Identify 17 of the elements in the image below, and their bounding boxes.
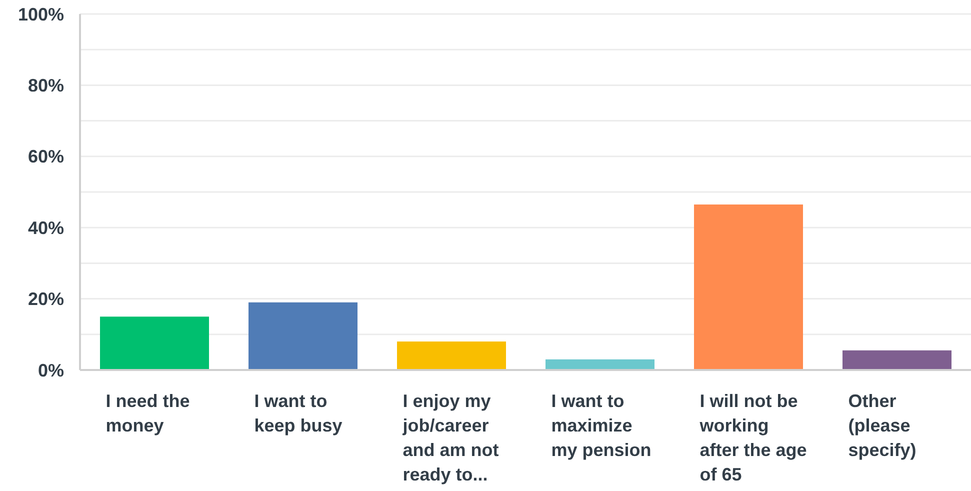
- bar: [397, 342, 506, 370]
- y-tick-label: 0%: [38, 360, 64, 380]
- y-tick-label: 100%: [18, 4, 64, 24]
- x-tick-label: Other (please specify): [848, 390, 916, 460]
- bar: [694, 204, 803, 370]
- x-tick-label: I enjoy my job/career and am not ready to...: [402, 390, 499, 484]
- bar: [842, 350, 952, 370]
- y-tick-label: 60%: [28, 146, 64, 167]
- bar: [248, 302, 358, 370]
- x-tick-label: I need the money: [106, 390, 190, 436]
- y-tick-label: 80%: [28, 76, 64, 96]
- y-tick-label: 20%: [28, 289, 64, 310]
- x-tick-label: I will not be working after the age of 65: [698, 390, 807, 484]
- x-tick-label: I want to maximize my pension: [551, 390, 652, 460]
- x-tick-label: I want to keep busy: [254, 390, 342, 436]
- y-tick-label: 40%: [28, 218, 64, 238]
- bar: [100, 316, 209, 370]
